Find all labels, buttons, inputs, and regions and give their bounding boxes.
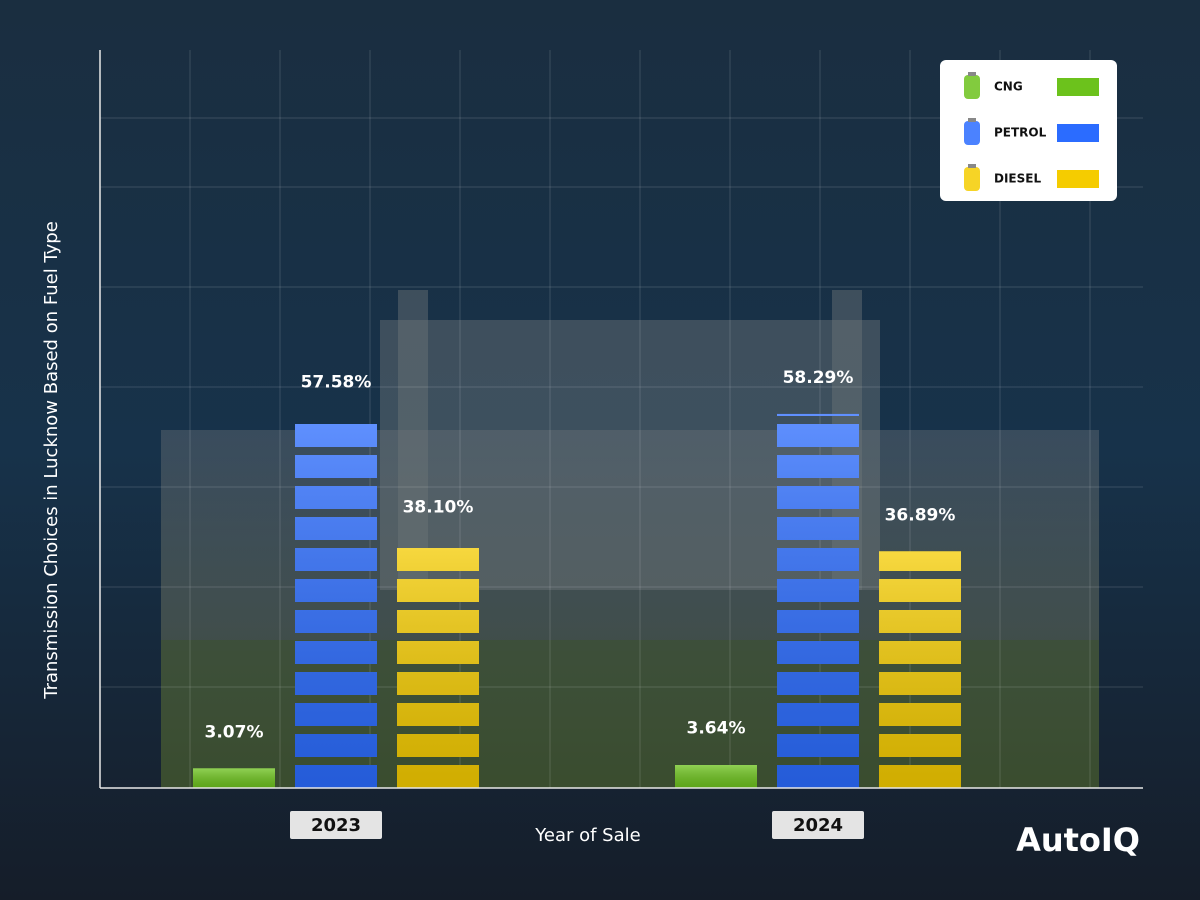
legend-icon [964, 118, 980, 145]
value-label: 3.07% [205, 722, 264, 742]
icon-cap [968, 118, 976, 122]
x-tick-box [290, 811, 382, 839]
x-tick-label: 2023 [311, 815, 361, 836]
x-tick-label: 2024 [793, 815, 843, 836]
bar-shade [675, 764, 757, 788]
legend-swatch [1057, 170, 1099, 188]
bar-shade [397, 543, 479, 788]
value-label: 57.58% [301, 372, 372, 392]
legend: CNG PETROL DIESEL [940, 60, 1117, 201]
x-axis-title: Year of Sale [534, 825, 640, 846]
legend-icon [964, 72, 980, 99]
bar-shade [777, 413, 859, 788]
legend-swatch [1057, 78, 1099, 96]
icon-cap [968, 164, 976, 168]
legend-label: CNG [994, 80, 1023, 94]
bar-shade [193, 768, 275, 788]
value-label: 58.29% [783, 368, 854, 388]
y-axis-title: Transmission Choices in Lucknow Based on… [41, 221, 62, 700]
legend-label: PETROL [994, 126, 1047, 140]
icon-cap [968, 72, 976, 76]
legend-swatch [1057, 124, 1099, 142]
value-label: 3.64% [687, 719, 746, 739]
icon-body [964, 167, 980, 191]
icon-body [964, 121, 980, 145]
icon-body [964, 75, 980, 99]
bar-group [295, 418, 377, 788]
bar-group [397, 543, 479, 788]
bar-group [193, 768, 275, 788]
bar-shade [879, 551, 961, 788]
bar-group [675, 764, 757, 788]
bar-group [879, 551, 961, 788]
value-label: 36.89% [885, 505, 956, 525]
x-tick-box [772, 811, 864, 839]
brand: AutoIQ [1016, 821, 1140, 859]
legend-icon [964, 164, 980, 191]
bar-group [777, 413, 859, 788]
bar-shade [295, 418, 377, 788]
value-label: 38.10% [403, 497, 474, 517]
legend-label: DIESEL [994, 172, 1041, 186]
